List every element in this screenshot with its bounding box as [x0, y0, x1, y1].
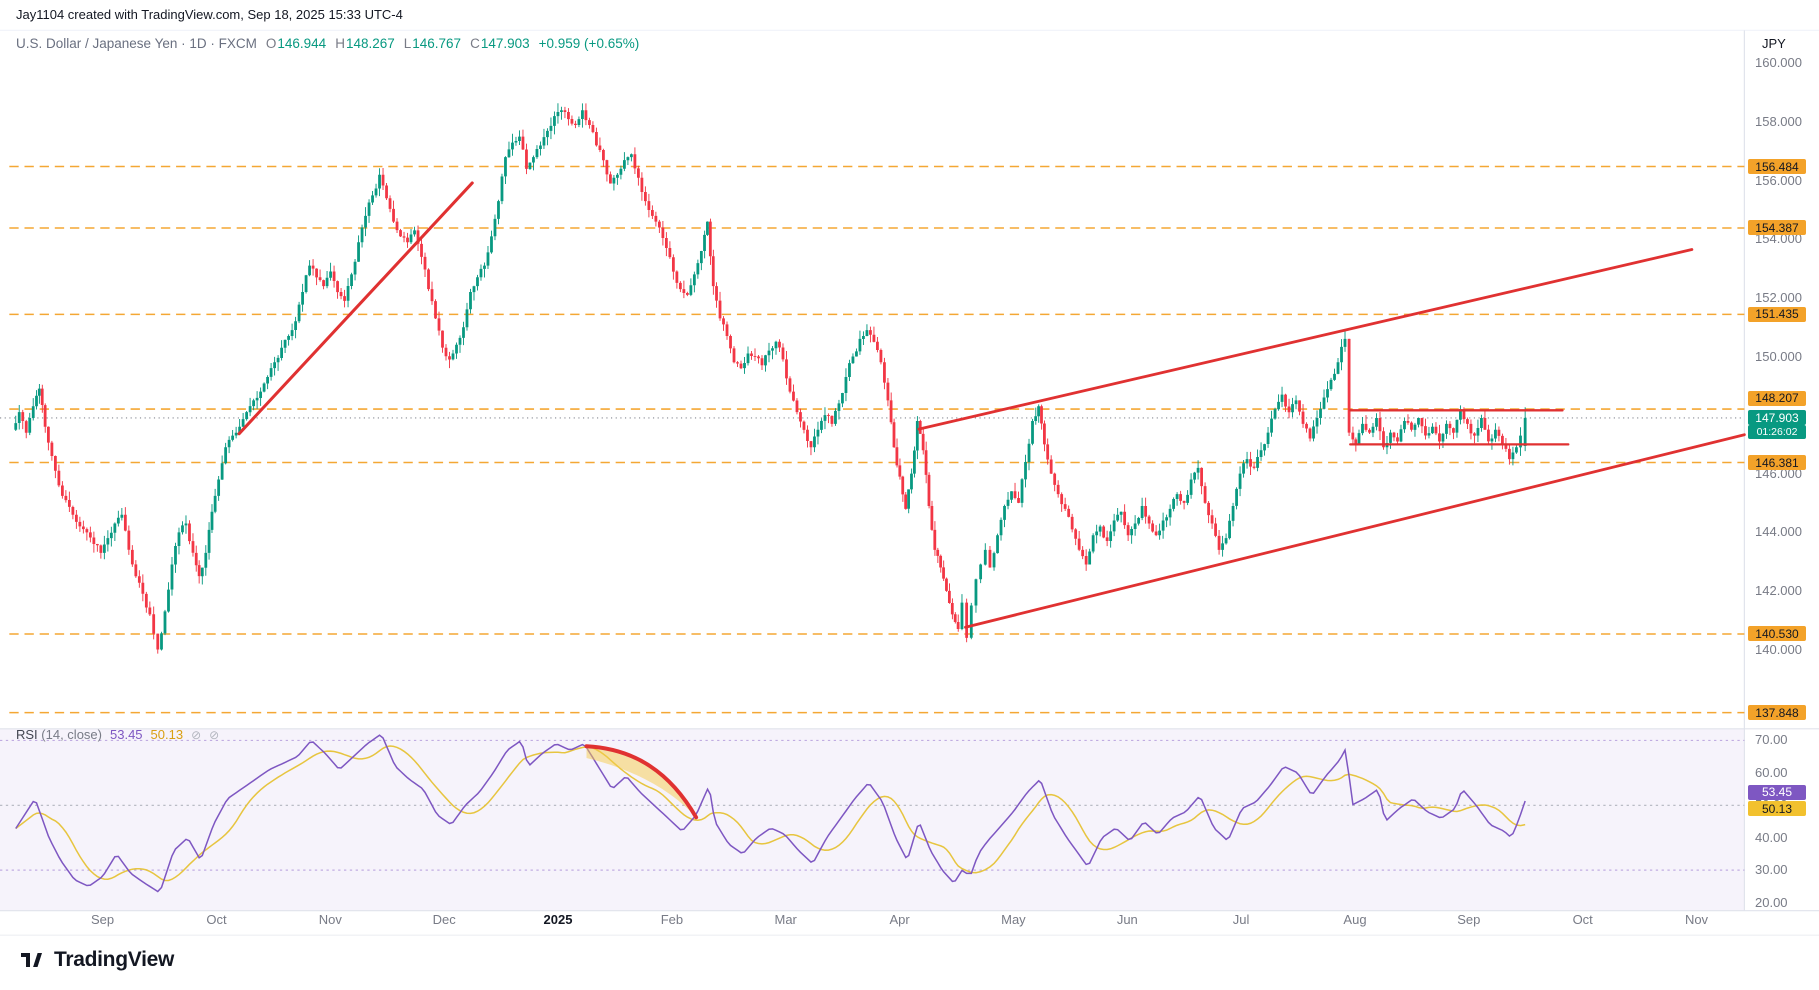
time-label: 2025	[543, 912, 573, 927]
time-label: Nov	[1684, 912, 1709, 927]
axis-tick-label: 158.000	[1755, 114, 1802, 129]
rsi-ma-value: 50.13	[150, 727, 184, 742]
rsi-ma-badge: 50.13	[1748, 801, 1806, 817]
ohlc-high: H 148.267	[335, 36, 395, 51]
time-label: Apr	[889, 912, 910, 927]
rsi-legend[interactable]: RSI (14, close) 53.45 50.13 ⊘ ⊘	[16, 727, 219, 742]
visibility-icon[interactable]: ⊘	[191, 727, 202, 742]
axis-tick-label: 70.00	[1755, 732, 1788, 748]
axis-tick-label: 30.00	[1755, 862, 1788, 878]
axis-tick-label: 150.000	[1755, 348, 1802, 364]
rsi-indicator-name: RSI (14, close)	[16, 727, 102, 742]
price-level-badge: 137.848	[1748, 705, 1806, 720]
change-value: +0.959 (+0.65%)	[538, 36, 640, 51]
time-axis[interactable]: Sep Oct Nov Dec 2025 Feb Mar Apr May Jun Jul Aug Sep…	[0, 905, 1819, 937]
tradingview-logo[interactable]: TradingView	[18, 948, 174, 972]
axis-tick-label: 60.00	[1755, 764, 1788, 780]
price-level-badge: 148.207	[1748, 390, 1806, 406]
axis-tick-label: 142.000	[1755, 582, 1802, 598]
axis-currency-label: JPY	[1762, 36, 1786, 51]
axis-tick-label: 152.000	[1755, 289, 1802, 305]
time-label: Sep	[1457, 912, 1481, 927]
axis-tick-label: 140.000	[1755, 641, 1802, 657]
axis-tick-label: 20.00	[1755, 894, 1788, 910]
price-level-badge: 146.381	[1748, 455, 1806, 470]
time-label: Feb	[660, 912, 684, 927]
price-axis[interactable]: JPY 160.000 158.000 156.000 154.000 152.000 1…	[1745, 0, 1819, 940]
price-level-badge: 154.387	[1748, 220, 1806, 236]
symbol-title: U.S. Dollar / Japanese Yen · 1D · FXCM	[16, 36, 257, 51]
axis-tick-label: 156.000	[1755, 172, 1802, 188]
price-level-badge: 151.435	[1748, 306, 1806, 322]
time-label: Nov	[318, 912, 342, 927]
rsi-value-badge: 53.45	[1748, 784, 1806, 800]
axis-tick-label: 40.00	[1755, 829, 1788, 845]
ohlc-close: C 147.903	[470, 36, 530, 51]
time-label: Dec	[432, 912, 456, 927]
ohlc-low: L 146.767	[403, 36, 462, 51]
time-label: Jul	[1232, 912, 1250, 927]
symbol-legend[interactable]: U.S. Dollar / Japanese Yen · 1D · FXCM O…	[16, 36, 639, 51]
axis-tick-label: 160.000	[1755, 55, 1802, 71]
rsi-value: 53.45	[110, 727, 143, 742]
ohlc-open: O 146.944	[265, 36, 327, 51]
attribution-text: Jay1104 created with TradingView.com, Se…	[16, 7, 403, 22]
tradingview-logo-mark	[21, 953, 42, 967]
time-label: Sep	[91, 912, 115, 927]
price-level-badge: 156.484	[1748, 159, 1806, 174]
current-price-badge: 147.903	[1748, 410, 1806, 426]
time-label: Oct	[206, 912, 227, 927]
tradingview-logo-text: TradingView	[54, 948, 175, 971]
price-level-badge: 140.530	[1748, 626, 1806, 642]
time-label: Jun	[1116, 912, 1138, 927]
visibility-icon[interactable]: ⊘	[209, 727, 220, 742]
time-label: Oct	[1572, 912, 1593, 927]
time-label: May	[1001, 912, 1026, 927]
bar-countdown-badge: 01:26:02	[1748, 425, 1806, 440]
time-label: Mar	[774, 912, 797, 927]
time-label: Aug	[1343, 912, 1367, 927]
axis-tick-label: 144.000	[1755, 524, 1802, 540]
